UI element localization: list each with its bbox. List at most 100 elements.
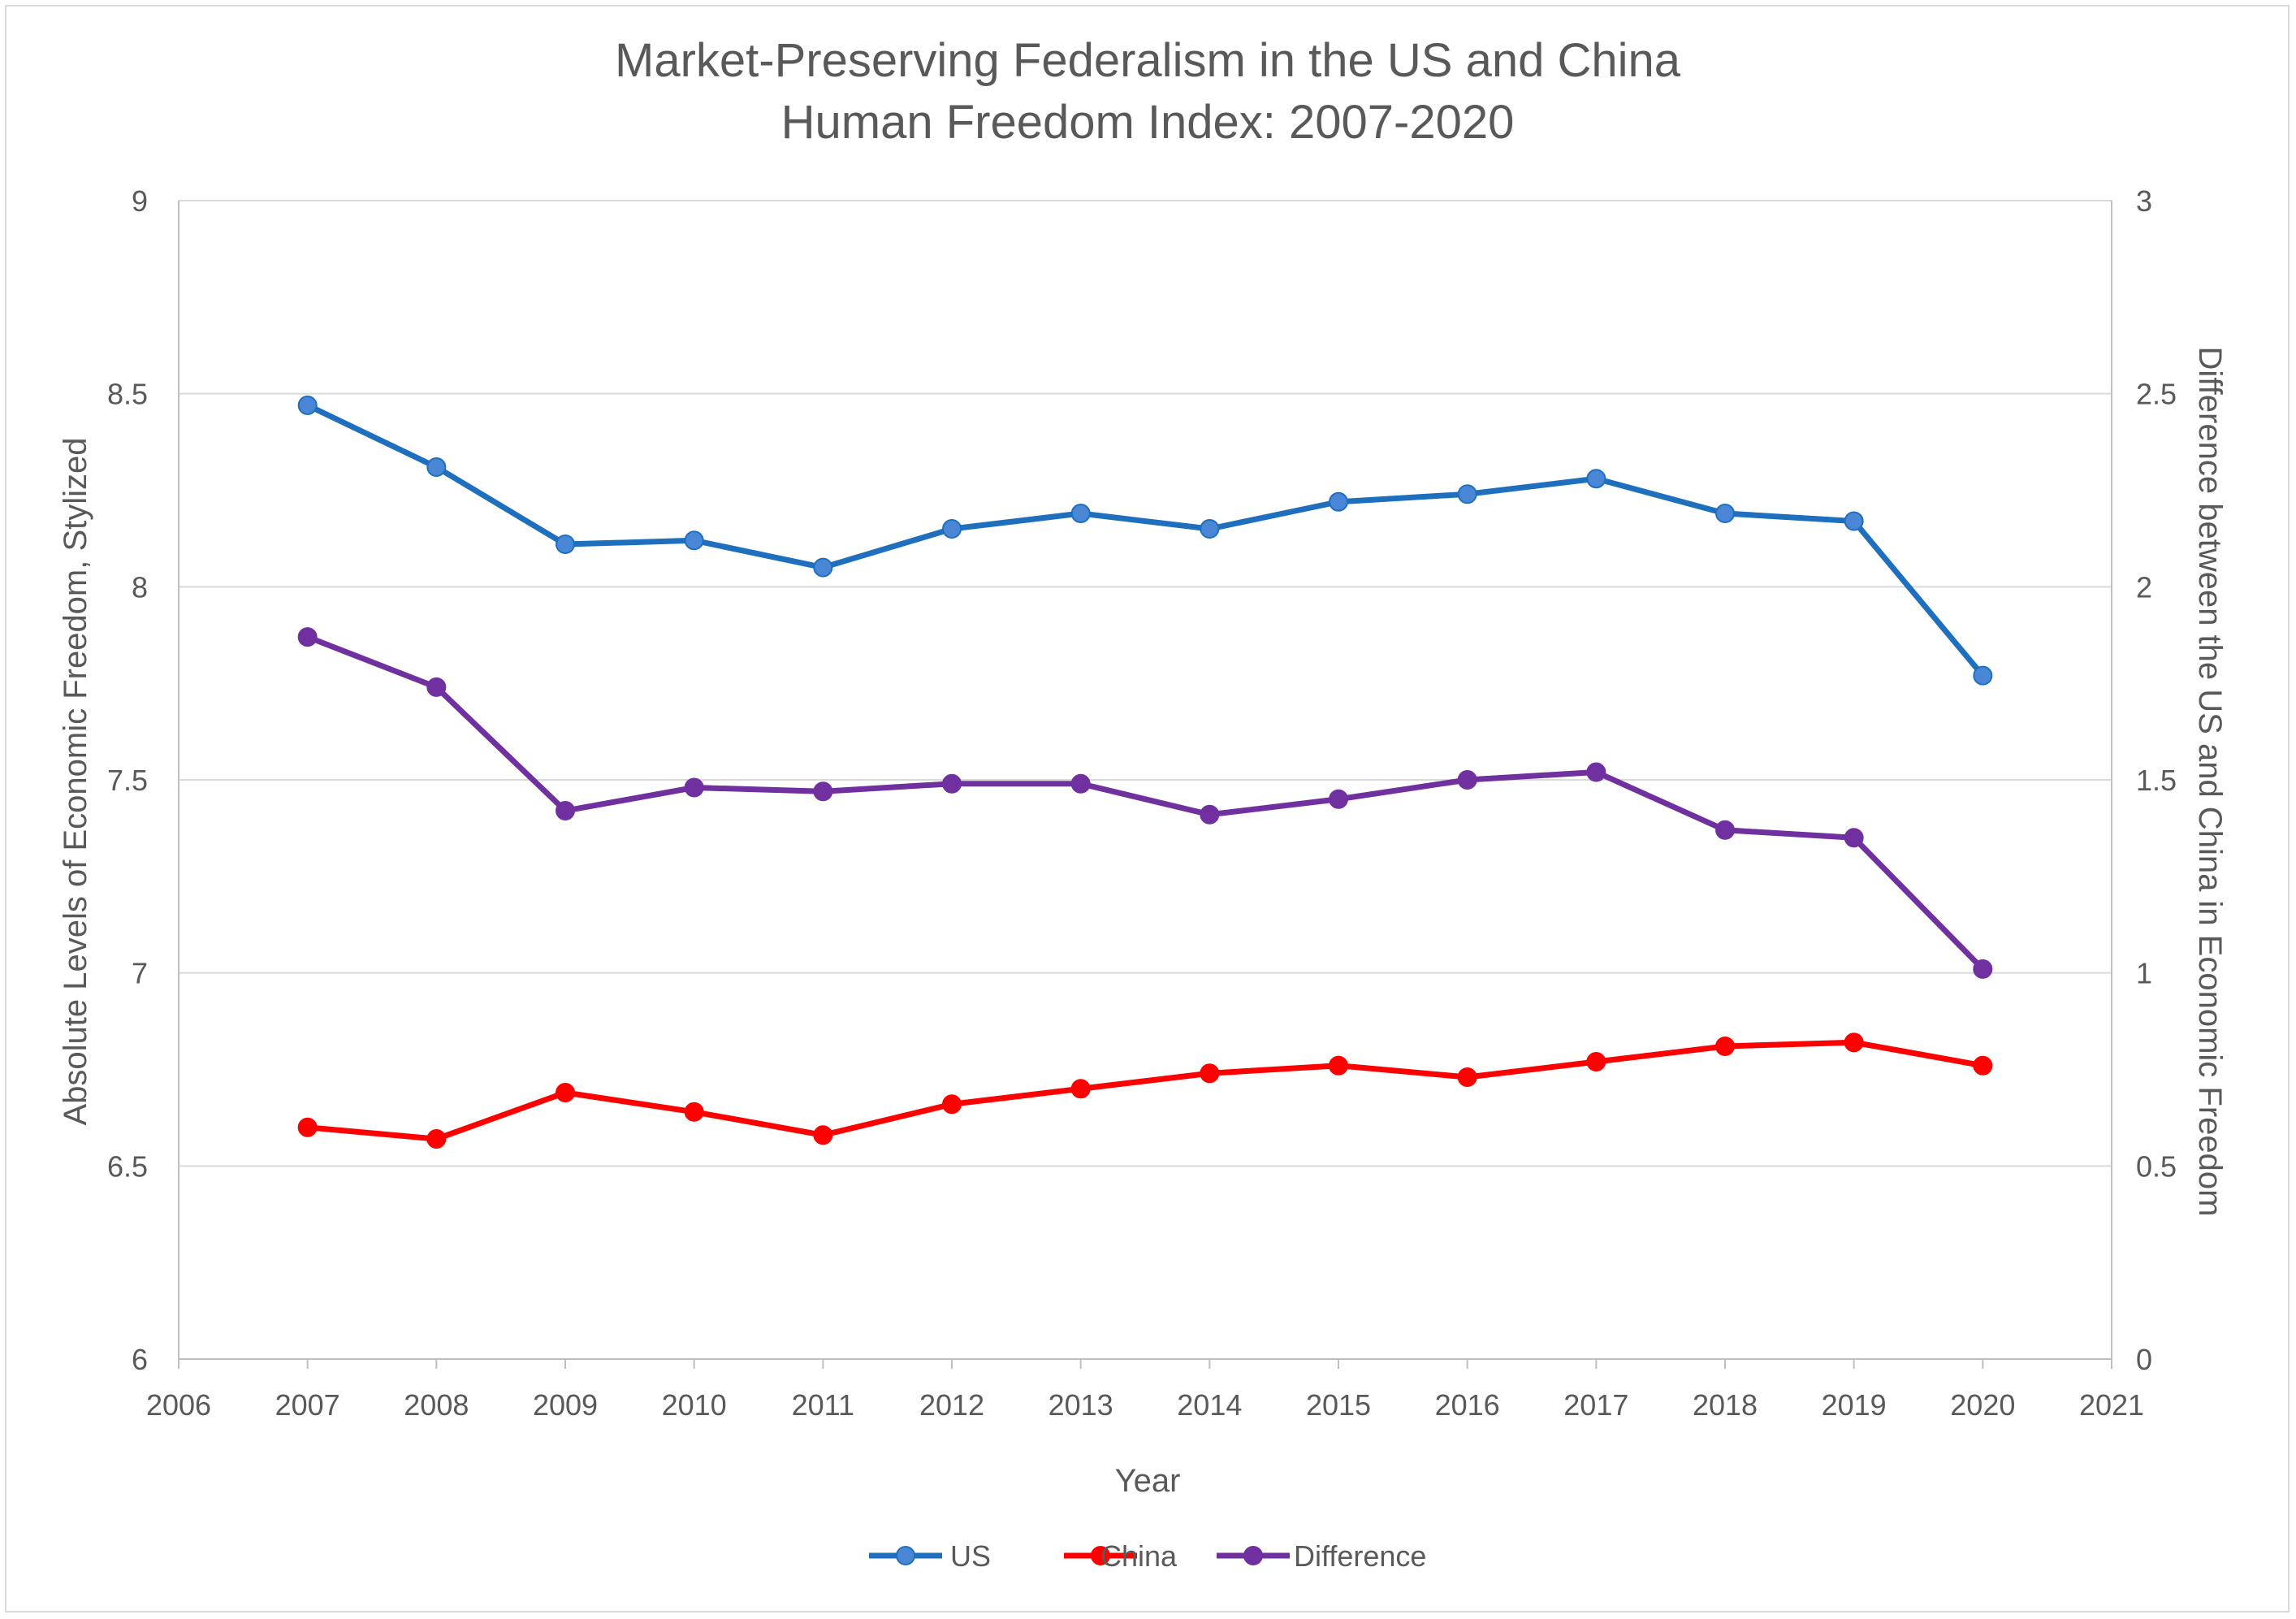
series-us: [297, 395, 1993, 686]
x-tick-label-2021: 2021: [2079, 1388, 2144, 1422]
point-us-2007: [297, 395, 318, 415]
point-china-2014: [1200, 1063, 1220, 1084]
x-tick-label-2007: 2007: [275, 1388, 340, 1422]
chart-subtitle: Human Freedom Index: 2007-2020: [781, 96, 1515, 149]
point-us-2008: [426, 457, 447, 477]
tick-labels: 2006 2007 2008 2009 2010 2011 2012 2013 2014 2015…: [107, 184, 2177, 1422]
x-tick-label-2012: 2012: [919, 1388, 984, 1422]
point-china-2016: [1457, 1067, 1477, 1088]
point-china-2015: [1329, 1055, 1348, 1076]
point-difference-2017: [1586, 762, 1606, 782]
point-china-2013: [1070, 1079, 1091, 1099]
chart-title: Market-Preserving Federalism in the US a…: [615, 34, 1681, 87]
point-difference-2010: [684, 777, 704, 798]
point-us-2016: [1457, 484, 1477, 504]
point-us-2009: [556, 535, 575, 555]
point-china-2010: [684, 1102, 704, 1122]
y2-tick-label-2: 2: [2136, 570, 2152, 604]
point-china-2017: [1586, 1051, 1606, 1071]
point-difference-2007: [297, 627, 318, 647]
point-china-2007: [297, 1117, 318, 1137]
series-china: [297, 1032, 1993, 1149]
point-difference-2009: [556, 801, 575, 821]
point-difference-2019: [1844, 828, 1864, 848]
x-tick-label-2020: 2020: [1950, 1388, 2015, 1422]
point-difference-2011: [813, 781, 833, 802]
legend-item-difference: Difference: [1217, 1539, 1426, 1573]
gridlines: [179, 200, 2112, 1167]
x-tick-label-2010: 2010: [662, 1388, 727, 1422]
point-us-2011: [813, 557, 833, 578]
x-tick-label-2006: 2006: [146, 1388, 211, 1422]
x-tick-label-2009: 2009: [533, 1388, 598, 1422]
point-us-2018: [1715, 504, 1735, 524]
x-tick-label-2011: 2011: [792, 1388, 854, 1422]
y-tick-label-6_5: 6.5: [107, 1149, 148, 1183]
point-us-2019: [1844, 511, 1864, 531]
y2-tick-label-0: 0: [2136, 1343, 2152, 1376]
legend-label-difference: Difference: [1294, 1539, 1426, 1573]
series-layer: [297, 395, 1993, 1149]
x-tick-label-2014: 2014: [1177, 1388, 1242, 1422]
y2-tick-label-1: 1: [2136, 957, 2152, 990]
point-china-2008: [426, 1129, 447, 1149]
point-difference-2012: [942, 773, 962, 794]
point-us-2017: [1586, 469, 1606, 489]
point-us-2013: [1070, 504, 1091, 524]
point-difference-2018: [1715, 820, 1735, 840]
series-line-china: [305, 1039, 1986, 1142]
point-difference-2013: [1070, 773, 1091, 794]
point-difference-2014: [1200, 804, 1220, 825]
legend-swatch-marker-difference: [1243, 1546, 1263, 1565]
y-tick-label-7: 7: [132, 957, 148, 990]
point-difference-2015: [1329, 789, 1348, 809]
legend-label-us: US: [950, 1539, 991, 1573]
legend: US China Difference: [869, 1539, 1426, 1573]
point-china-2012: [942, 1094, 962, 1115]
series-line-us: [305, 402, 1986, 679]
point-china-2009: [556, 1083, 575, 1103]
point-china-2020: [1973, 1055, 1993, 1076]
legend-swatch-marker-china: [1091, 1546, 1110, 1565]
y-tick-label-7_5: 7.5: [107, 764, 148, 797]
y2-tick-label-3: 3: [2136, 184, 2152, 218]
y2-tick-label-2_5: 2.5: [2136, 378, 2177, 411]
y2-tick-label-0_5: 0.5: [2136, 1149, 2177, 1183]
point-difference-2008: [426, 677, 447, 697]
legend-swatch-marker-us: [896, 1546, 915, 1565]
y-tick-label-8_5: 8.5: [107, 378, 148, 411]
legend-label-china: China: [1100, 1539, 1178, 1573]
point-difference-2016: [1457, 770, 1477, 790]
y2-tick-label-1_5: 1.5: [2136, 764, 2177, 797]
point-china-2011: [813, 1125, 833, 1145]
x-axis-title: Year: [1115, 1463, 1181, 1499]
x-tick-label-2008: 2008: [404, 1388, 469, 1422]
point-us-2015: [1329, 491, 1348, 512]
series-difference: [297, 627, 1993, 979]
y-tick-label-6: 6: [132, 1343, 148, 1376]
legend-item-china: China: [1064, 1539, 1178, 1573]
point-china-2018: [1715, 1036, 1735, 1056]
x-tick-label-2017: 2017: [1563, 1388, 1628, 1422]
axes: [178, 201, 2112, 1369]
x-tick-label-2018: 2018: [1693, 1388, 1758, 1422]
x-tick-label-2016: 2016: [1435, 1388, 1500, 1422]
legend-item-us: US: [869, 1539, 991, 1573]
point-us-2014: [1200, 519, 1220, 539]
chart-frame: [5, 5, 2290, 1613]
point-us-2012: [942, 519, 962, 539]
y-axis-title: Absolute Levels of Economic Freedom, Sty…: [58, 437, 93, 1125]
x-tick-label-2013: 2013: [1049, 1388, 1113, 1422]
x-tick-label-2019: 2019: [1822, 1388, 1887, 1422]
y-tick-label-8: 8: [132, 570, 148, 604]
point-difference-2020: [1973, 959, 1993, 979]
point-us-2020: [1973, 665, 1993, 686]
y-tick-label-9: 9: [132, 184, 148, 218]
x-tick-label-2015: 2015: [1306, 1388, 1371, 1422]
point-china-2019: [1844, 1032, 1864, 1053]
series-line-difference: [305, 634, 1986, 972]
point-us-2010: [684, 530, 704, 551]
y2-axis-title: Difference between the US and China in E…: [2192, 347, 2228, 1217]
